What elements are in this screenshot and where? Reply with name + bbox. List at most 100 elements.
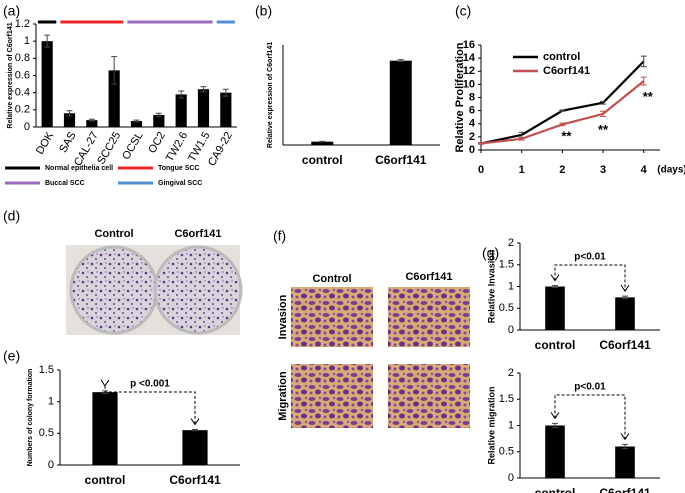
error-bar [552, 422, 558, 429]
x-tick-label: C6orf141 [599, 486, 651, 493]
x-tick-label: control [302, 153, 343, 167]
x-tick-label: OC2 [146, 130, 168, 156]
error-bar [518, 137, 525, 141]
x-tick-label: control [535, 338, 576, 352]
error-bar [559, 109, 566, 112]
y-tick-label: 0.2 [15, 104, 30, 116]
y-axis-label: Relative Invasion [486, 250, 496, 324]
bar [220, 92, 232, 127]
x-tick-label: OCSL [120, 130, 145, 162]
y-tick-label: 1.5 [499, 259, 514, 271]
bar [545, 425, 565, 478]
annotation: p<0.01 [574, 382, 606, 393]
bar [389, 60, 412, 145]
bar [130, 120, 143, 127]
panel-label: (e) [3, 348, 20, 364]
bracket-arrow [550, 412, 560, 420]
photo [291, 364, 373, 428]
y-tick-label: 0 [24, 121, 30, 133]
panel-label: (d) [3, 208, 20, 224]
panel-label: (a) [3, 3, 20, 19]
x-axis-label: (days) [657, 165, 685, 176]
y-tick-label: 0.5 [39, 427, 54, 439]
y-tick-label: 6 [469, 105, 475, 117]
y-tick-label: 0.5 [499, 446, 514, 458]
y-tick-label: 1 [508, 419, 514, 431]
error-bar [133, 119, 140, 123]
y-tick-label: 1.2 [15, 18, 30, 30]
y-tick-label: 2 [469, 131, 475, 143]
bar [545, 286, 565, 330]
y-axis-label: Relative Proliferation [454, 42, 466, 152]
y-tick-label: 0.5 [499, 302, 514, 314]
legend-label: Gingival SCC [158, 180, 202, 187]
photo [291, 287, 373, 347]
error-bar [155, 112, 162, 118]
y-axis-label: Relative expression of C6orf141 [7, 22, 14, 128]
error-bar [397, 59, 404, 63]
y-tick-label: 14 [463, 52, 476, 64]
y-tick-label: 0 [48, 459, 54, 471]
legend-label: C6orf141 [543, 65, 590, 77]
annotation: ** [643, 89, 654, 104]
error-bar [552, 285, 558, 288]
bar [63, 113, 76, 127]
bracket [554, 264, 626, 292]
panel-label: (c) [455, 3, 471, 19]
bar [108, 70, 120, 127]
bracket-arrow [620, 433, 630, 441]
x-tick-label: C6orf141 [169, 473, 221, 487]
photo-label: Control [94, 228, 133, 240]
legend-label: Normal epithelia cell [45, 165, 113, 172]
bar [86, 120, 98, 127]
bracket [554, 394, 626, 440]
y-tick-label: 16 [463, 39, 475, 51]
y-tick-label: 0.6 [15, 69, 30, 81]
y-tick-label: 0 [469, 144, 475, 156]
bar [182, 430, 208, 465]
bar [92, 392, 118, 465]
y-tick-label: 8 [469, 91, 475, 103]
legend-label: Tongue SCC [158, 165, 199, 172]
y-tick-label: 10 [463, 78, 475, 90]
error-bar [88, 118, 95, 122]
photo-label: C6orf141 [174, 228, 221, 240]
x-tick-label: 2 [559, 164, 565, 176]
x-tick-label: control [85, 473, 126, 487]
photo-label: Invasion [277, 294, 289, 339]
bracket-arrow [550, 274, 560, 282]
bar [175, 94, 187, 127]
y-tick-label: 12 [463, 65, 475, 77]
photo-label: Control [312, 273, 351, 285]
x-tick-label: SAS [57, 130, 78, 155]
y-tick-label: 2 [508, 237, 514, 249]
colony-dish [69, 245, 159, 335]
legend-label: control [543, 51, 580, 63]
bar [153, 114, 165, 127]
y-tick-label: 0.4 [15, 87, 30, 99]
annotation: ** [598, 122, 609, 137]
y-tick-label: 0 [508, 324, 514, 336]
x-tick-label: C6orf141 [375, 153, 427, 167]
error-bar [222, 88, 229, 97]
error-bar [640, 76, 647, 86]
error-bar [111, 56, 118, 85]
y-tick-label: 0.8 [15, 52, 30, 64]
error-bar [178, 90, 185, 99]
error-bar [622, 295, 628, 300]
panel-label: (g) [482, 245, 499, 261]
bar [311, 141, 334, 145]
y-tick-label: 1.5 [499, 393, 514, 405]
bracket-arrow [100, 379, 110, 387]
x-tick-label: DOK [34, 129, 57, 156]
legend-label: Buccal SCC [45, 180, 85, 187]
bracket-arrow [190, 418, 200, 426]
bar [615, 446, 635, 478]
error-bar [478, 142, 484, 145]
photo-label: C6orf141 [405, 271, 452, 283]
panel-label: (b) [255, 3, 272, 19]
x-tick-label: 1 [519, 164, 525, 176]
y-tick-label: 1.5 [39, 364, 54, 376]
error-bar [559, 122, 566, 127]
